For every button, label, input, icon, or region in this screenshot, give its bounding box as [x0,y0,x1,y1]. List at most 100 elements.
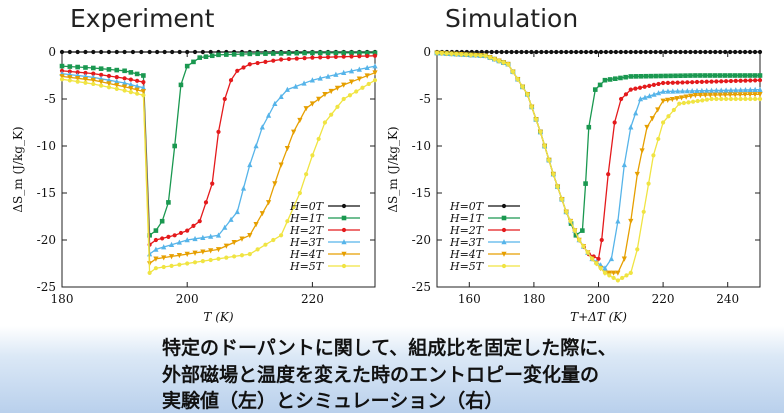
data-point [153,228,159,233]
data-point [271,58,276,63]
data-point [203,200,209,205]
data-point [546,158,552,163]
legend-label: H=0T [289,200,325,213]
data-point [325,73,331,79]
data-point [693,73,698,78]
data-point [709,96,714,102]
data-point [444,51,449,56]
data-point [255,60,260,66]
data-point [673,73,678,79]
data-point [122,68,127,74]
data-point [161,244,167,250]
data-point [624,273,629,278]
series-line [61,65,376,256]
data-point [733,49,738,55]
data-point [574,49,579,55]
data-point [83,49,88,55]
data-point [364,50,370,56]
data-point [172,143,177,149]
data-point [608,255,615,262]
data-point [703,49,708,55]
data-point [335,104,340,109]
data-point [588,49,594,55]
data-point [161,255,167,261]
data-point [265,112,272,118]
data-point [341,54,346,59]
legend-label: H=2T [449,224,485,237]
data-point [514,49,519,55]
legend-marker [501,215,507,221]
data-point [222,224,228,230]
data-point [259,211,265,217]
data-point [525,92,530,97]
legend-label: H=0T [449,200,485,213]
data-point [91,49,96,55]
x-axis-label: T+ΔT (K) [570,310,627,324]
data-point [648,73,653,79]
data-point [297,190,302,196]
data-point [713,49,718,55]
data-point [185,49,190,55]
legend-marker [501,239,507,245]
series-h-5t [59,77,378,275]
data-point [478,53,483,58]
data-point [666,114,671,119]
data-point [660,88,666,94]
data-point [747,86,753,93]
caption-line-3: 実験値（左）とシミュレーション（右） [162,390,504,412]
data-point [463,52,469,57]
data-point [658,73,663,79]
x-tick-label: 240 [716,292,739,306]
series-h-2t [59,53,378,247]
data-point [291,205,296,210]
legend-marker [501,227,507,233]
data-point [247,233,253,239]
x-tick-label: 220 [301,292,324,306]
data-point [738,96,743,102]
data-point [169,263,174,268]
data-point [83,80,88,85]
data-point [114,67,120,73]
data-point [544,49,549,55]
data-point [483,53,488,58]
data-point [140,84,146,91]
data-point [646,93,653,99]
data-point [683,73,688,78]
data-point [365,53,370,59]
data-point [628,74,634,79]
data-point [683,49,688,55]
data-point [166,234,171,239]
data-point [67,64,73,69]
data-point [681,100,686,106]
data-point [621,161,627,168]
legend-label: H=2T [289,224,325,237]
data-point [185,261,190,266]
data-point [658,49,663,55]
data-point [114,49,119,55]
data-point [215,247,222,253]
data-point [235,68,240,73]
x-tick-label: 200 [176,292,199,306]
data-point [496,58,502,63]
data-point [723,79,729,84]
data-point [554,49,559,55]
data-point [270,51,276,56]
data-point [67,75,73,81]
data-point [177,262,182,267]
data-point [161,264,166,270]
simulation-title: Simulation [445,4,579,33]
data-point [686,100,691,105]
data-point [692,92,698,99]
data-point [748,78,753,83]
data-point [334,85,341,91]
data-point [147,270,152,275]
data-point [651,82,656,87]
series-h-1t [434,50,763,238]
data-point [316,96,322,102]
data-point [656,136,661,142]
data-point [316,136,321,142]
data-point [551,172,556,177]
legend-marker [341,251,347,257]
data-point [619,96,624,102]
data-point [263,242,268,247]
